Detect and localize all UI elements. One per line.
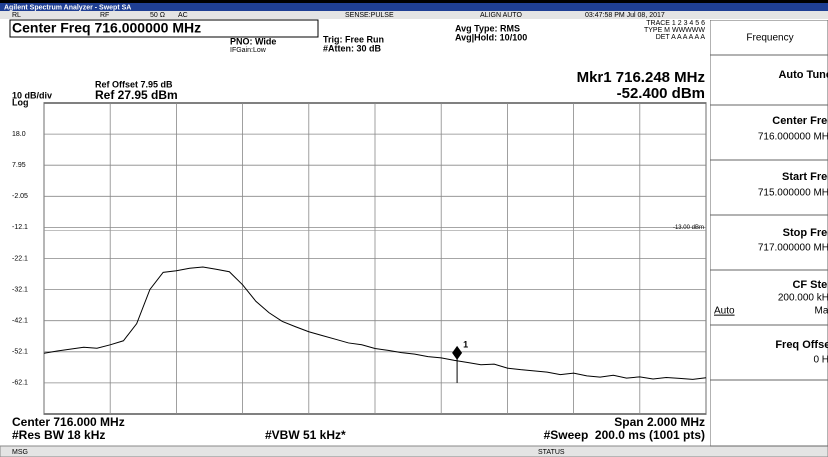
start-value: 715.000000 MHz [758,188,828,199]
status-row [0,11,828,19]
softkey-stop[interactable]: Stop Freq [783,227,828,239]
msg: MSG [12,449,28,456]
softkey-offset[interactable]: Freq Offset [775,339,828,351]
offset-value: 0 Hz [813,355,828,366]
menu-title: Frequency [746,33,793,44]
ref-offset: Ref Offset 7.95 dB [95,79,173,89]
display-line-label: -13.00 dBm [673,225,704,231]
status: STATUS [538,449,565,456]
ifgain: IFGain:Low [230,47,267,54]
center-freq: Center Freq 716.000000 MHz [12,20,201,36]
status-rl: RL [12,12,21,19]
footer-sweep: #Sweep 200.0 ms (1001 pts) [544,428,705,442]
y-tick-label: -12.1 [12,224,28,231]
footer-rbw: #Res BW 18 kHz [12,428,105,442]
log: Log [12,97,29,107]
window-title: Agilent Spectrum Analyzer - Swept SA [4,4,131,11]
softkey-auto-tune[interactable]: Auto Tune [778,69,828,81]
cf-value: 200.000 kHz [778,293,828,304]
y-tick-label: -42.1 [12,318,28,325]
status-rf: RF [100,12,109,19]
trig: Trig: Free Run [323,34,384,44]
title-bar [0,3,828,11]
softkey-start[interactable]: Start Freq [782,171,828,183]
stop-value: 717.000000 MHz [758,243,828,254]
plot: 18.0 7.95 -2.05 -12.1 -22.1 -32.1 -42.1 -52.1 -6… [12,103,707,414]
softkey-center[interactable]: Center Freq [772,115,828,127]
cf-man[interactable]: Man [815,306,828,317]
center-freq-box [9,19,319,38]
footer-center: Center 716.000 MHz [12,415,125,429]
y-tick-label: 18.0 [12,131,26,138]
status-align: ALIGN AUTO [480,12,522,19]
center-value: 716.000000 MHz [758,132,828,143]
status-sense: SENSE:PULSE [345,12,394,19]
msg-bar [0,445,828,457]
marker-amp: -52.400 dBm [617,85,705,102]
y-tick-label: -62.1 [12,380,28,387]
status-ohm: 50 Ω [150,12,165,19]
atten: #Atten: 30 dB [323,43,382,53]
ref-level: Ref 27.95 dBm [95,88,178,102]
y-tick-label: -32.1 [12,286,28,293]
scale: 10 dB/div [12,90,52,100]
top-border [0,0,828,3]
marker-label: 1 [463,339,468,349]
y-tick-label: -22.1 [12,255,28,262]
trace-row: TRACE 1 2 3 4 5 6 [646,20,705,27]
marker [452,345,463,360]
menu-panel [710,20,828,447]
y-tick-label: 7.95 [12,162,26,169]
avg-hold: Avg|Hold: 10/100 [455,32,527,42]
pno: PNO: Wide [230,36,276,46]
footer-vbw: #VBW 51 kHz* [265,428,346,442]
y-tick-label: -52.1 [12,349,28,356]
cf-auto[interactable]: Auto [714,306,735,317]
softkey-cf-step[interactable]: CF Step [792,279,828,291]
marker-freq: Mkr1 716.248 MHz [577,69,705,86]
footer-span: Span 2.000 MHz [614,415,705,429]
y-tick-label: -2.05 [12,193,28,200]
status-time: 03:47:58 PM Jul 08, 2017 [585,12,665,19]
status-ac: AC [178,12,188,19]
det-row: DET A A A A A A [656,34,706,41]
avg-type: Avg Type: RMS [455,23,520,33]
trace [43,266,707,380]
softkey-menu: Frequency Auto Tune Center Freq 716.0000… [710,20,828,447]
type-row: TYPE M WWWWW [644,27,705,34]
